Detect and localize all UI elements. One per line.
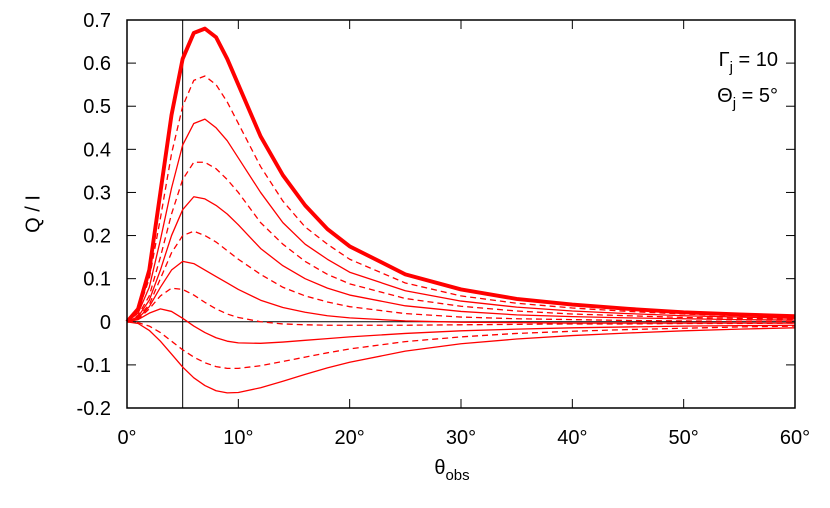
x-tick-label: 50° [669,427,699,449]
y-tick-label: -0.2 [77,398,111,420]
series-line [126,308,796,344]
annotation-subscript: j [729,59,733,76]
x-axis-symbol: θ [434,457,445,479]
series-line [125,26,796,324]
series-line [126,118,796,323]
y-axis-label: Q / I [22,195,44,233]
annotation-symbol: Θ [717,85,733,107]
y-tick-label: 0.2 [83,226,111,248]
plot-frame [126,19,796,409]
annotation: Θj = 5° [717,85,778,112]
annotation: Γj = 10 [719,49,778,76]
series-line [126,161,796,323]
annotation-subscript: j [732,95,736,112]
annotation-text: = 10 [733,49,778,71]
x-tick-label: 0° [117,427,136,449]
series-line [126,260,795,324]
y-tick-label: 0.6 [83,53,111,75]
y-tick-label: -0.1 [77,355,111,377]
y-tick-label: 0.4 [83,139,111,161]
series-line [126,230,795,323]
y-tick-label: 0.3 [83,182,111,204]
series-line [126,321,796,394]
x-tick-label: 60° [780,427,810,449]
y-tick-label: 0.5 [83,96,111,118]
annotation-symbol: Γ [719,49,730,71]
x-tick-label: 20° [335,427,365,449]
y-tick-label: 0 [100,312,111,334]
x-tick-label: 40° [557,427,587,449]
series-line [126,196,796,323]
y-tick-label: 0.1 [83,269,111,291]
series-line [126,321,796,369]
x-axis-subscript: obs [445,467,469,484]
x-axis-label: θobs [434,457,469,484]
series-line [126,75,796,323]
y-tick-label: 0.7 [83,10,111,32]
annotation-text: = 5° [736,85,778,107]
x-tick-label: 30° [446,427,476,449]
x-tick-label: 10° [223,427,253,449]
series-line [126,287,796,326]
